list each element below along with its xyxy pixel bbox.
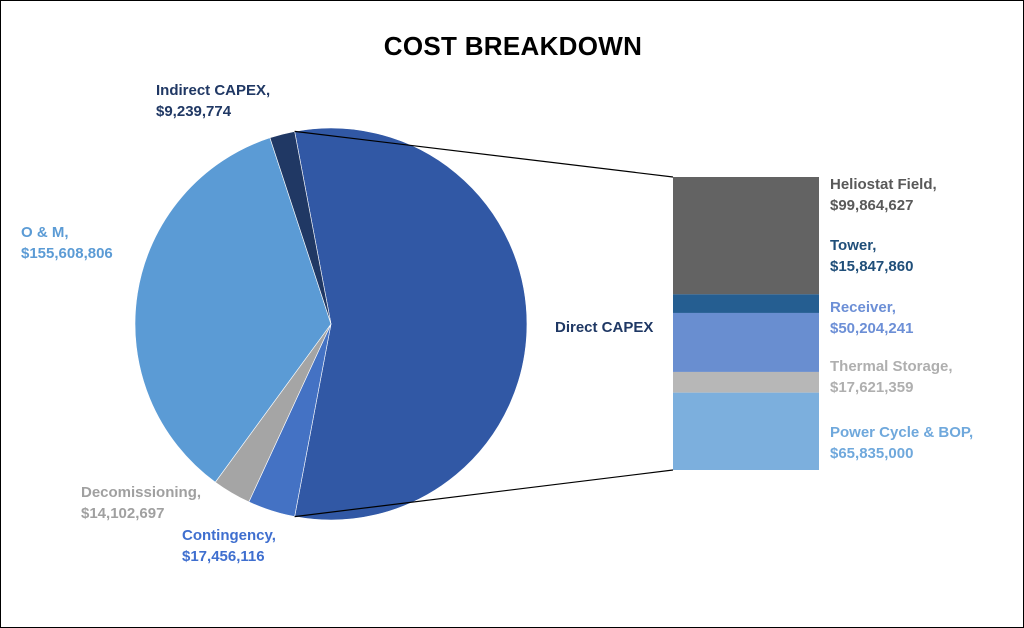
data-label-o-and-m: O & M, $155,608,806 xyxy=(21,224,113,262)
data-label-indirect-capex: Indirect CAPEX, $9,239,774 xyxy=(156,82,270,120)
connector-line-bottom xyxy=(294,469,674,518)
bar-segment-receiver xyxy=(673,312,819,372)
bar-segment-power-cycle-and-bop xyxy=(673,392,819,470)
bar-segment-heliostat-field xyxy=(673,177,819,295)
pie-slice-o-and-m xyxy=(134,137,332,483)
data-label-thermal-storage: Thermal Storage, $17,621,359 xyxy=(830,358,953,396)
bar-segment-tower xyxy=(673,294,819,313)
connector-line-top xyxy=(294,130,674,178)
data-label-direct-capex: Direct CAPEX xyxy=(555,319,653,336)
chart-title: COST BREAKDOWN xyxy=(383,31,643,61)
data-label-receiver: Receiver, $50,204,241 xyxy=(830,299,913,337)
bar-segment-thermal-storage xyxy=(673,371,819,393)
data-label-heliostat-field: Heliostat Field, $99,864,627 xyxy=(830,176,937,214)
data-label-tower: Tower, $15,847,860 xyxy=(830,237,913,275)
pie-slice-indirect-capex xyxy=(269,131,332,325)
data-label-decomissioning: Decomissioning, $14,102,697 xyxy=(81,484,201,522)
data-label-contingency: Contingency, $17,456,116 xyxy=(182,527,276,565)
data-label-power-cycle-and-bop: Power Cycle & BOP, $65,835,000 xyxy=(830,424,973,462)
pie-slice-direct-capex xyxy=(294,127,528,521)
